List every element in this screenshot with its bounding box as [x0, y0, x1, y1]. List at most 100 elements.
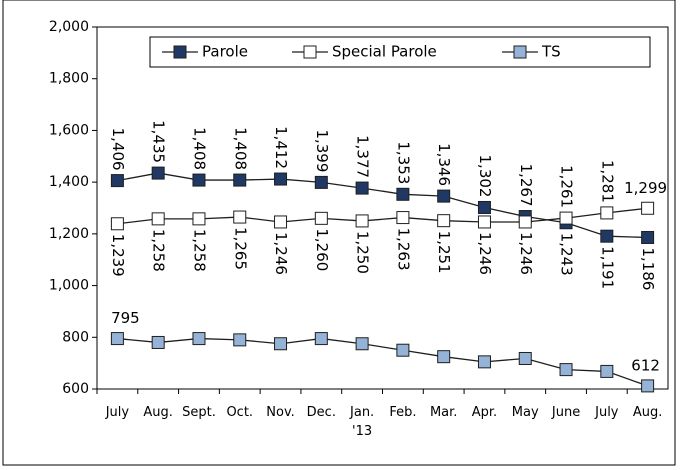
marker [274, 215, 288, 229]
legend-marker [513, 45, 527, 59]
data-label: 1,258 [190, 229, 208, 272]
marker [600, 206, 614, 220]
data-label: 1,251 [435, 231, 453, 274]
legend-marker [173, 45, 187, 59]
marker [477, 200, 491, 214]
marker [355, 337, 369, 351]
x-tick-label: Aug. [143, 405, 173, 420]
data-label: 1,299 [624, 179, 667, 197]
y-tick-label: 1,600 [49, 122, 89, 138]
marker [314, 332, 328, 346]
data-label: 1,377 [354, 135, 372, 178]
legend-label: Parole [202, 43, 248, 61]
marker [192, 332, 206, 346]
data-label: 1,258 [150, 229, 168, 272]
marker [396, 211, 410, 225]
series-line [117, 172, 648, 239]
x-tick-label: Nov. [266, 405, 295, 420]
data-label: 1,191 [598, 246, 616, 289]
marker [274, 172, 288, 186]
marker [477, 355, 491, 369]
y-tick-label: 1,000 [49, 278, 89, 294]
x-tick-label: Feb. [389, 405, 416, 420]
data-label: 1,265 [231, 227, 249, 270]
legend-label: TS [541, 43, 561, 61]
data-label: 1,346 [435, 143, 453, 186]
marker [641, 379, 655, 393]
data-label: 1,406 [109, 128, 127, 171]
data-label: 1,243 [558, 233, 576, 276]
x-tick-label: May [512, 405, 539, 420]
marker [437, 214, 451, 228]
marker [437, 189, 451, 203]
x-tick-label: July [105, 405, 130, 420]
chart-frame [2, 0, 676, 466]
legend-marker [303, 45, 317, 59]
marker [600, 229, 614, 243]
data-label: 1,353 [394, 141, 412, 184]
marker [233, 333, 247, 347]
data-label: 1,302 [476, 155, 494, 198]
legend-box [149, 36, 651, 68]
marker [396, 187, 410, 201]
marker [559, 211, 573, 225]
marker [600, 364, 614, 378]
data-label: 1,250 [354, 231, 372, 274]
data-label: 1,399 [313, 129, 331, 172]
data-label: 1,435 [150, 120, 168, 163]
marker [151, 335, 165, 349]
marker [192, 212, 206, 226]
data-label: 1,246 [517, 232, 535, 275]
marker [518, 215, 532, 229]
marker [437, 350, 451, 364]
marker [110, 217, 124, 231]
data-label: 612 [631, 356, 660, 374]
y-tick-label: 1,400 [49, 174, 89, 190]
data-label: 1,281 [598, 160, 616, 203]
legend-label: Special Parole [332, 43, 437, 61]
x-tick-label: June [551, 405, 580, 420]
marker [274, 337, 288, 351]
x-tick-label: July [594, 405, 619, 420]
data-label: 1,263 [394, 228, 412, 271]
marker [314, 211, 328, 225]
y-tick-label: 1,800 [49, 71, 89, 87]
data-label: 1,246 [476, 232, 494, 275]
data-label: 1,408 [231, 127, 249, 170]
y-tick-label: 800 [62, 329, 89, 345]
y-tick-label: 600 [62, 381, 89, 397]
data-label: 1,186 [639, 247, 657, 290]
y-tick-label: 1,200 [49, 226, 89, 242]
x-tick-label: Aug. [633, 405, 663, 420]
marker [110, 174, 124, 188]
marker [355, 181, 369, 195]
marker [233, 173, 247, 187]
data-label: 1,267 [517, 164, 535, 207]
marker [396, 343, 410, 357]
x-tick-label: Mar. [430, 405, 457, 420]
x-tick-label: Dec. [307, 405, 336, 420]
marker [233, 210, 247, 224]
series-line [117, 337, 648, 387]
data-label: 1,239 [109, 234, 127, 277]
marker [110, 332, 124, 346]
marker [151, 166, 165, 180]
data-label: 1,260 [313, 228, 331, 271]
marker [192, 173, 206, 187]
marker [314, 175, 328, 189]
x-tick-label: Oct. [226, 405, 253, 420]
marker [355, 214, 369, 228]
marker [559, 363, 573, 377]
data-label: 1,261 [558, 165, 576, 208]
data-label: 795 [111, 309, 140, 327]
marker [641, 201, 655, 215]
marker [477, 215, 491, 229]
marker [518, 351, 532, 365]
x-tick-label: Apr. [472, 405, 497, 420]
y-tick-label: 2,000 [49, 19, 89, 35]
data-label: 1,246 [272, 232, 290, 275]
series-line [117, 207, 648, 225]
marker [641, 230, 655, 244]
marker [151, 212, 165, 226]
